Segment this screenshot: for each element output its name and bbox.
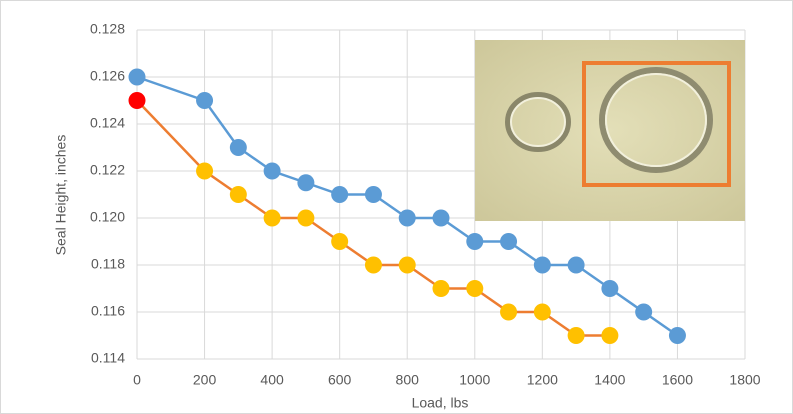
data-point bbox=[398, 209, 416, 227]
x-tick-label: 200 bbox=[193, 372, 217, 388]
x-tick-label: 600 bbox=[328, 372, 352, 388]
y-tick-label: 0.124 bbox=[90, 115, 125, 131]
data-point bbox=[466, 233, 484, 250]
small-seal-highlight bbox=[510, 97, 566, 147]
data-point bbox=[601, 280, 619, 297]
large-seal-highlight bbox=[605, 73, 707, 167]
data-point bbox=[263, 162, 281, 180]
x-tick-label: 0 bbox=[133, 372, 141, 388]
data-point bbox=[196, 162, 214, 180]
data-point bbox=[331, 233, 349, 250]
x-tick-label: 1200 bbox=[527, 372, 558, 388]
highlight-frame bbox=[582, 61, 731, 187]
photo-background bbox=[475, 40, 745, 221]
data-point bbox=[466, 280, 484, 297]
y-tick-label: 0.118 bbox=[91, 256, 125, 272]
x-tick-label: 800 bbox=[396, 372, 420, 388]
x-tick-label: 400 bbox=[260, 372, 284, 388]
x-tick-label: 1000 bbox=[459, 372, 490, 388]
y-tick-label: 0.116 bbox=[91, 303, 125, 319]
y-tick-label: 0.114 bbox=[91, 350, 125, 366]
data-point bbox=[196, 92, 214, 109]
small-seal bbox=[505, 92, 571, 152]
y-tick-label: 0.122 bbox=[90, 162, 125, 178]
y-tick-label: 0.120 bbox=[90, 209, 125, 225]
data-point bbox=[567, 256, 585, 274]
y-tick-label: 0.128 bbox=[90, 21, 125, 37]
series-line bbox=[136, 75, 679, 337]
large-seal bbox=[599, 67, 713, 173]
data-point bbox=[398, 256, 416, 274]
data-point bbox=[297, 174, 315, 192]
data-point bbox=[500, 233, 518, 250]
data-point bbox=[364, 186, 382, 203]
data-point bbox=[668, 327, 686, 344]
data-point bbox=[533, 303, 551, 321]
x-axis-label: Load, lbs bbox=[412, 395, 469, 411]
y-axis-label: Seal Height, inches bbox=[53, 135, 69, 256]
x-tick-label: 1600 bbox=[662, 372, 693, 388]
y-tick-label: 0.126 bbox=[90, 68, 125, 84]
data-point bbox=[432, 209, 450, 227]
data-point bbox=[601, 327, 619, 344]
data-point bbox=[635, 303, 653, 321]
data-point bbox=[567, 327, 585, 344]
data-point bbox=[128, 68, 146, 86]
data-point bbox=[331, 186, 349, 203]
data-point bbox=[500, 303, 518, 321]
data-point bbox=[263, 209, 281, 227]
inset-photo bbox=[475, 40, 745, 221]
data-point bbox=[229, 186, 247, 203]
data-point bbox=[533, 256, 551, 274]
data-point bbox=[432, 280, 450, 297]
x-tick-label: 1800 bbox=[729, 372, 760, 388]
data-point bbox=[364, 256, 382, 274]
plot-area: 0.114 0.116 0.118 0.120 0.122 0.124 0.126 0.128… bbox=[90, 21, 761, 388]
data-point bbox=[297, 209, 315, 227]
data-point bbox=[128, 92, 146, 109]
data-point bbox=[229, 139, 247, 156]
x-tick-label: 1400 bbox=[594, 372, 625, 388]
